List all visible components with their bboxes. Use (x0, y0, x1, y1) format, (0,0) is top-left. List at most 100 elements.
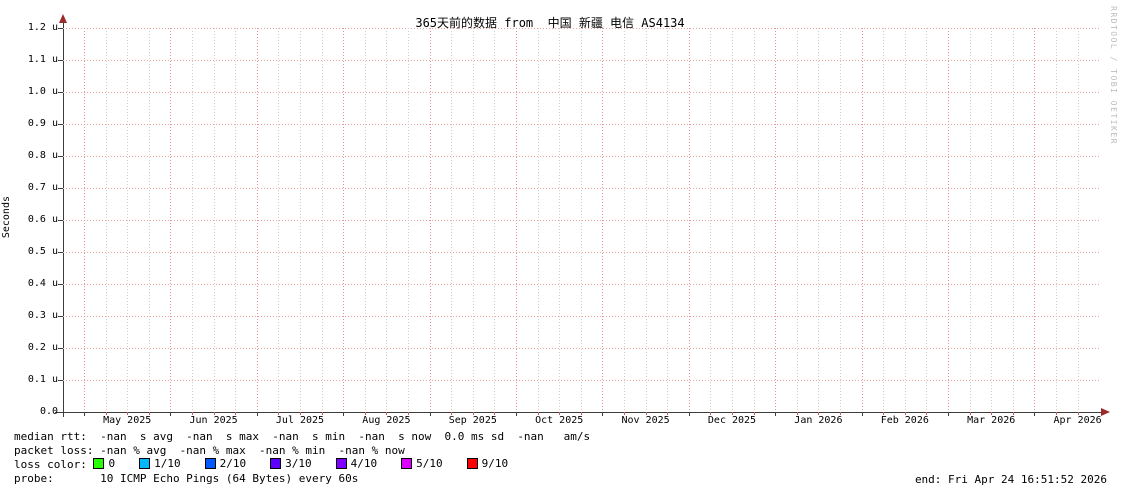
x-tick-mark-minor (213, 412, 215, 415)
v-gridline-minor (969, 28, 971, 412)
x-tick-mark-minor (580, 412, 582, 415)
v-gridline-major (429, 28, 431, 412)
chart-title: 365天前的数据 from 中国 新疆 电信 AS4134 (415, 16, 685, 30)
loss-level-label: 9/10 (481, 456, 509, 470)
y-tick-label: 0.9 u (27, 118, 58, 129)
x-tick-mark-minor (408, 412, 409, 415)
x-tick-mark (948, 412, 949, 416)
v-gridline-minor (127, 28, 129, 412)
y-tick-label: 1.1 u (27, 54, 58, 65)
y-tick-mark (58, 380, 63, 381)
v-gridline-minor (451, 28, 453, 412)
v-gridline-minor (732, 28, 733, 412)
x-tick-mark (602, 412, 604, 416)
x-tick-label: Apr 2026 (1053, 415, 1102, 426)
x-tick-label: Dec 2025 (707, 415, 757, 426)
v-gridline-major (84, 28, 85, 412)
v-gridline-minor (321, 28, 323, 412)
x-tick-mark-minor (1012, 412, 1014, 415)
v-gridline-minor (472, 28, 474, 412)
y-tick-mark (58, 284, 63, 285)
loss-color-swatch (139, 458, 151, 470)
v-gridline-minor (192, 28, 193, 412)
v-gridline-minor (1012, 28, 1014, 412)
v-gridline-minor (105, 28, 107, 412)
v-gridline-major (775, 28, 777, 412)
x-tick-mark-minor (1056, 412, 1057, 415)
x-tick-mark (429, 412, 431, 416)
v-gridline-minor (624, 28, 625, 412)
y-tick-mark (58, 252, 63, 253)
x-tick-mark-minor (796, 412, 798, 415)
x-tick-mark-minor (645, 412, 647, 415)
loss-color-swatch (466, 458, 478, 470)
y-tick-label: 0.3 u (27, 310, 58, 321)
v-gridline-major (688, 28, 690, 412)
x-tick-mark (343, 412, 345, 416)
x-tick-mark-minor (710, 412, 712, 415)
y-tick-mark (58, 348, 63, 349)
x-tick-mark (84, 412, 85, 416)
v-gridline-major (861, 28, 863, 412)
x-tick-mark (688, 412, 690, 416)
loss-color-swatch (401, 458, 413, 470)
loss-level: 9/10 (466, 456, 509, 471)
v-gridline-major (256, 28, 258, 412)
y-tick-mark (58, 156, 63, 157)
x-tick-label: Mar 2026 (967, 415, 1016, 426)
y-tick-mark (58, 220, 63, 221)
v-gridline-major (343, 28, 345, 412)
x-tick-mark-minor (300, 412, 301, 415)
y-tick-mark (58, 60, 63, 61)
x-tick-label: Jul 2025 (275, 415, 325, 426)
legend-loss-color: loss color: 0 1/10 2/10 3/10 4/10 5/10 9/10 (14, 456, 590, 472)
loss-color-swatch (93, 458, 105, 470)
x-tick-mark-minor (840, 412, 841, 415)
v-gridline-minor (753, 28, 755, 412)
legend: median rtt: -nan s avg -nan s max -nan s… (14, 430, 590, 486)
end-timestamp: end: Fri Apr 24 16:51:52 2026 (914, 473, 1107, 486)
x-tick-mark (170, 412, 172, 416)
v-gridline-minor (386, 28, 388, 412)
y-tick-label: 0.0 (39, 406, 58, 417)
x-tick-label: Oct 2025 (535, 415, 584, 426)
legend-packet-loss: packet loss: -nan % avg -nan % max -nan … (14, 444, 405, 457)
v-gridline-minor (840, 28, 841, 412)
y-tick-mark (58, 28, 63, 29)
y-tick-mark (58, 188, 63, 189)
y-tick-mark (58, 124, 63, 125)
x-tick-mark (775, 412, 777, 416)
x-tick-mark-minor (624, 412, 625, 415)
v-gridline-minor (883, 28, 885, 412)
x-tick-mark-minor (991, 412, 993, 415)
x-tick-mark-minor (1077, 412, 1079, 415)
v-gridline-minor (148, 28, 150, 412)
x-tick-mark-minor (192, 412, 193, 415)
loss-level: 4/10 (335, 457, 377, 471)
loss-level-label: 5/10 (416, 456, 443, 470)
v-gridline-minor (991, 28, 993, 412)
v-gridline-minor (818, 28, 820, 412)
loss-level-label: 3/10 (285, 456, 312, 470)
y-tick-label: 0.1 u (27, 374, 58, 385)
y-tick-label: 0.5 u (27, 246, 58, 257)
v-gridline-minor (364, 28, 366, 412)
v-gridline-major (516, 28, 517, 412)
v-gridline-major (948, 28, 949, 412)
x-tick-label: May 2025 (103, 415, 152, 426)
x-tick-mark-minor (969, 412, 971, 415)
v-gridline-minor (494, 28, 496, 412)
loss-level-label: 2/10 (219, 456, 247, 470)
v-gridline-minor (213, 28, 215, 412)
y-tick-mark (58, 316, 63, 317)
x-tick-mark-minor (732, 412, 733, 415)
loss-level: 5/10 (401, 457, 443, 471)
loss-level: 3/10 (270, 457, 312, 471)
loss-color-swatch (335, 458, 347, 470)
v-gridline-minor (580, 28, 582, 412)
x-tick-mark-minor (386, 412, 388, 415)
x-tick-mark (516, 412, 517, 416)
loss-level: 1/10 (139, 457, 181, 471)
x-tick-label: Sep 2025 (448, 415, 497, 426)
x-tick-mark-minor (278, 412, 280, 415)
